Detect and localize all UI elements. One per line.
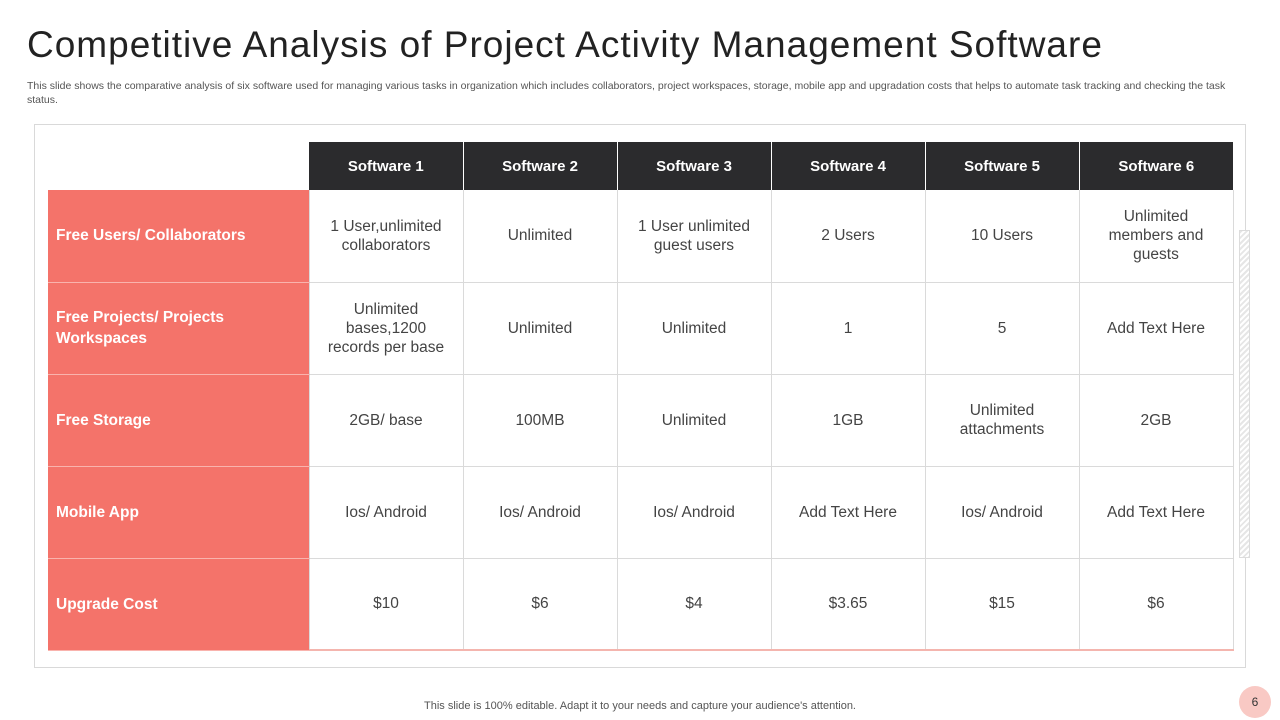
table-cell: Unlimited [616,282,771,375]
page-number-badge: 6 [1239,686,1271,718]
table-cell: Add Text Here [1078,466,1234,559]
table-cell: Unlimited [462,282,617,375]
row-label-free-projects: Free Projects/ Projects Workspaces [48,282,309,375]
column-header-software-4: Software 4 [771,142,926,190]
table-cell: 1 [770,282,925,375]
table-cell: 2 Users [770,190,925,283]
row-label-free-users: Free Users/ Collaborators [48,190,309,283]
table-cell: 1GB [770,374,925,467]
table-cell: Unlimited members and guests [1078,190,1234,283]
column-header-software-2: Software 2 [463,142,618,190]
table-row: Upgrade Cost $10 $6 $4 $3.65 $15 $6 [48,558,1234,651]
table-cell: $3.65 [770,558,925,651]
comparison-table: Software 1 Software 2 Software 3 Softwar… [48,142,1234,651]
table-cell: Unlimited attachments [924,374,1079,467]
table-cell: Ios/ Android [308,466,463,559]
table-row: Free Storage 2GB/ base 100MB Unlimited 1… [48,374,1234,467]
table-cell: Add Text Here [1078,282,1234,375]
table-cell: Unlimited [616,374,771,467]
table-cell: 100MB [462,374,617,467]
column-header-software-6: Software 6 [1079,142,1233,190]
table-cell: $6 [462,558,617,651]
slide-subtitle: This slide shows the comparative analysi… [27,80,1226,106]
row-label-upgrade-cost: Upgrade Cost [48,558,309,651]
table-cell: 1 User,unlimited collaborators [308,190,463,283]
row-label-mobile-app: Mobile App [48,466,309,559]
table-cell: 1 User unlimited guest users [616,190,771,283]
slide-title: Competitive Analysis of Project Activity… [27,24,1103,65]
table-row: Mobile App Ios/ Android Ios/ Android Ios… [48,466,1234,559]
slide-footer: This slide is 100% editable. Adapt it to… [0,700,1280,712]
table-row: Free Projects/ Projects Workspaces Unlim… [48,282,1234,375]
table-header-row: Software 1 Software 2 Software 3 Softwar… [48,142,1233,190]
table-cell: Ios/ Android [462,466,617,559]
row-label-free-storage: Free Storage [48,374,309,467]
column-header-software-3: Software 3 [617,142,772,190]
header-blank-cell [48,142,309,190]
table-row: Free Users/ Collaborators 1 User,unlimit… [48,190,1234,283]
table-cell: Ios/ Android [924,466,1079,559]
decorative-hatch-strip [1239,230,1250,558]
table-cell: Ios/ Android [616,466,771,559]
table-cell: $4 [616,558,771,651]
column-header-software-5: Software 5 [925,142,1080,190]
table-cell: 2GB [1078,374,1234,467]
table-cell: Add Text Here [770,466,925,559]
footer-text: This slide is 100% editable. Adapt it to… [424,700,856,712]
table-cell: $10 [308,558,463,651]
table-cell: Unlimited bases,1200 records per base [308,282,463,375]
table-cell: 2GB/ base [308,374,463,467]
table-cell: Unlimited [462,190,617,283]
column-header-software-1: Software 1 [309,142,464,190]
table-cell: 5 [924,282,1079,375]
table-cell: 10 Users [924,190,1079,283]
table-cell: $15 [924,558,1079,651]
table-cell: $6 [1078,558,1234,651]
